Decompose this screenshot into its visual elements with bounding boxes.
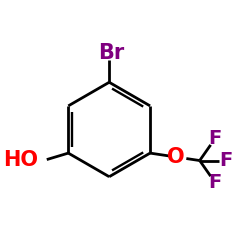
Text: O: O [167,147,184,167]
Text: F: F [219,151,232,170]
Text: F: F [208,172,222,192]
Text: HO: HO [3,150,38,170]
Text: Br: Br [98,43,124,63]
Text: F: F [208,130,222,148]
